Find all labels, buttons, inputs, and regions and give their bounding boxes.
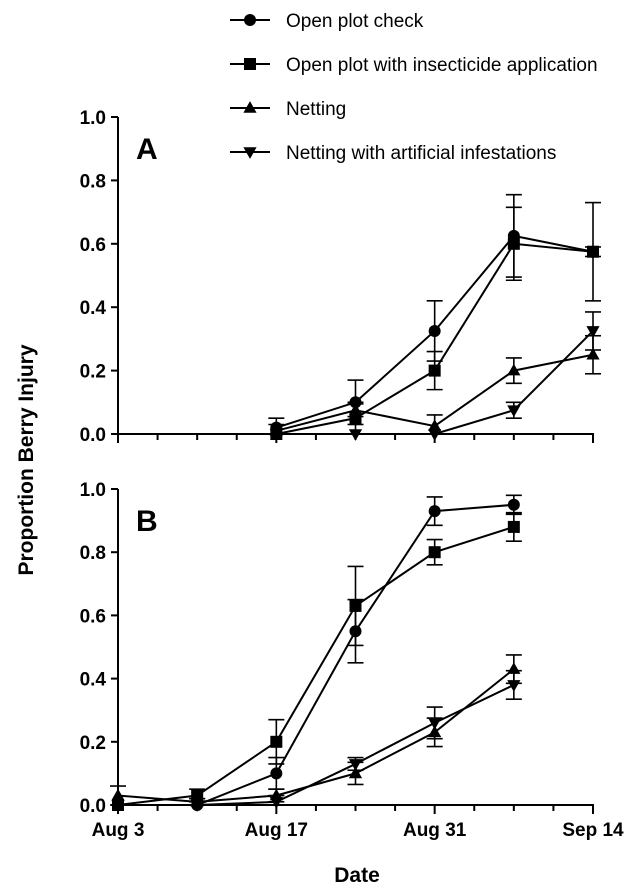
data-point	[586, 347, 600, 360]
y-tick-label: 0.4	[80, 298, 107, 319]
data-point	[428, 429, 442, 441]
x-axis-title: Date	[334, 864, 380, 887]
legend-item-open-plot-with-insecticide-application: Open plot with insecticide application	[230, 55, 598, 76]
panels: 0.0 0.2 0.4 0.6 0.8 1.0 A 0.0 0.2 0.4 0.6 0.8 1.0 Aug…	[80, 108, 624, 841]
series-line	[117, 525, 515, 806]
data-point	[348, 429, 363, 441]
series-open-plot-with-insecticide-application	[112, 511, 522, 811]
data-point	[111, 800, 125, 812]
data-point	[587, 245, 599, 258]
series-open-plot-check	[268, 193, 601, 435]
legend-marker-circle	[244, 14, 256, 26]
legend-label: Netting with artificial infestations	[286, 143, 556, 164]
x-tick-label: Sep 14	[562, 820, 624, 841]
data-point	[111, 788, 125, 801]
panel-label: B	[136, 505, 158, 538]
y-tick-label: 0.2	[80, 362, 106, 383]
legend-label: Open plot with insecticide application	[286, 55, 598, 76]
data-point	[348, 766, 363, 779]
x-tick-label: Aug 17	[245, 820, 308, 841]
legend-label: Open plot check	[286, 11, 424, 32]
y-axis-title: Proportion Berry Injury	[15, 344, 38, 575]
data-point	[507, 237, 520, 250]
y-tick-label: 0.6	[80, 606, 106, 627]
data-point	[428, 364, 441, 377]
legend-marker-triangle-up	[243, 101, 257, 113]
y-tick-label: 0.0	[80, 796, 106, 817]
series-open-plot-check	[112, 494, 522, 811]
data-point	[428, 505, 441, 518]
data-point	[349, 412, 362, 425]
data-point	[428, 419, 442, 431]
data-point	[190, 800, 204, 812]
legend-item-netting: Netting	[230, 99, 346, 120]
series-open-plot-with-insecticide-application	[270, 206, 601, 440]
series-line	[118, 684, 515, 806]
y-tick-label: 0.2	[80, 733, 106, 754]
data-point	[349, 599, 362, 612]
data-point	[428, 324, 441, 337]
y-tick-label: 1.0	[80, 108, 106, 129]
legend-marker-triangle-down	[243, 147, 257, 159]
y-tick-label: 0.8	[80, 171, 106, 192]
data-point	[270, 735, 283, 748]
legend-label: Netting	[286, 99, 346, 120]
legend: Open plot check Open plot with insecticid…	[230, 11, 598, 164]
y-tick-label: 0.4	[80, 670, 107, 691]
x-tick-label: Aug 31	[403, 820, 467, 841]
series-line	[118, 503, 514, 806]
series-netting-with-artificial-infestations	[269, 311, 601, 441]
data-point	[348, 759, 363, 771]
series-netting	[268, 334, 601, 436]
data-point	[507, 405, 521, 418]
legend-marker-square	[244, 58, 256, 70]
data-point	[428, 546, 441, 559]
panel-label: A	[136, 133, 158, 166]
data-point	[269, 797, 283, 809]
series-netting-with-artificial-infestations	[111, 669, 522, 812]
series-line	[117, 668, 515, 803]
data-point	[428, 718, 442, 730]
y-tick-label: 0.8	[80, 543, 106, 564]
panel-a: 0.0 0.2 0.4 0.6 0.8 1.0 A	[80, 108, 601, 446]
x-tick-label: Aug 3	[92, 820, 145, 841]
data-point	[507, 498, 520, 511]
data-point	[348, 403, 363, 416]
data-point	[507, 363, 521, 376]
y-tick-label: 0.0	[80, 425, 106, 446]
data-point	[269, 429, 283, 441]
y-tick-label: 0.6	[80, 235, 106, 256]
data-point	[507, 520, 520, 533]
legend-item-open-plot-check: Open plot check	[230, 11, 424, 32]
data-point	[586, 326, 600, 338]
legend-item-netting-with-artificial-infestations: Netting with artificial infestations	[230, 143, 556, 164]
data-point	[507, 680, 521, 692]
y-tick-label: 1.0	[80, 480, 106, 501]
data-point	[270, 767, 283, 780]
panel-b: 0.0 0.2 0.4 0.6 0.8 1.0 Aug 3 Aug 17 Aug 31 Sep 1…	[80, 480, 624, 841]
